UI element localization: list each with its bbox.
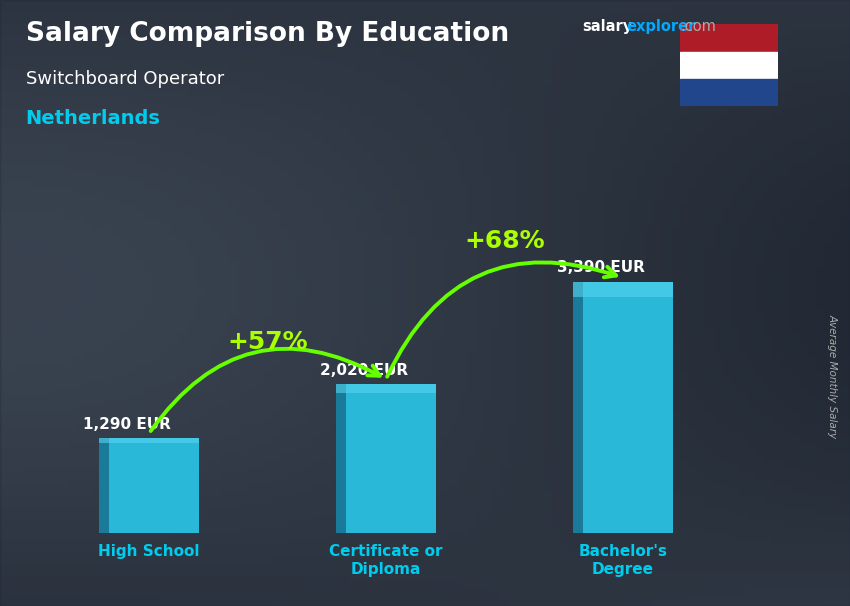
Bar	[337, 384, 346, 533]
Text: 2,020 EUR: 2,020 EUR	[320, 363, 408, 378]
Text: Netherlands: Netherlands	[26, 109, 161, 128]
Text: +57%: +57%	[227, 330, 308, 354]
Bar	[99, 438, 199, 533]
Bar	[99, 438, 109, 533]
Text: 1,290 EUR: 1,290 EUR	[82, 417, 171, 432]
Text: .com: .com	[680, 19, 716, 35]
Text: salary: salary	[582, 19, 632, 35]
Text: Average Monthly Salary: Average Monthly Salary	[827, 314, 837, 438]
Bar	[573, 282, 672, 533]
Bar	[573, 282, 582, 533]
Bar	[99, 438, 199, 444]
Bar	[337, 384, 436, 533]
Bar	[573, 282, 672, 298]
Text: 3,390 EUR: 3,390 EUR	[557, 260, 644, 275]
Bar	[680, 52, 778, 79]
Text: Salary Comparison By Education: Salary Comparison By Education	[26, 21, 508, 47]
Bar	[680, 24, 778, 52]
Bar	[680, 79, 778, 106]
Bar	[337, 384, 436, 393]
Text: Switchboard Operator: Switchboard Operator	[26, 70, 224, 88]
Text: explorer: explorer	[626, 19, 696, 35]
Text: +68%: +68%	[464, 228, 545, 253]
